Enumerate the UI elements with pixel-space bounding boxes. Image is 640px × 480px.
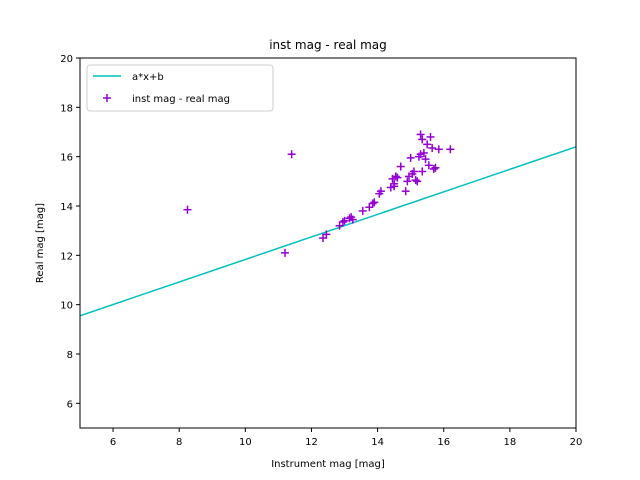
data-point [423,140,432,149]
data-point [446,145,455,154]
x-axis-label: Instrument mag [mag] [271,459,385,470]
data-point [391,172,400,181]
y-tick-label: 20 [60,54,73,65]
data-point [358,206,367,215]
data-point [287,150,296,159]
data-point [418,135,427,144]
legend: a*x+b inst mag - real mag [86,64,274,112]
x-tick-label: 8 [176,437,182,448]
data-point [411,176,420,185]
data-point [368,199,377,208]
x-tick-label: 6 [110,437,116,448]
data-point [418,167,427,176]
data-point [340,216,349,225]
data-point [370,198,379,207]
y-axis-ticks: 6 8 10 12 14 16 18 20 [60,54,80,410]
legend-plus-swatch [103,94,111,102]
data-point [419,148,428,157]
legend-entry-scatter: inst mag - real mag [132,94,230,105]
x-tick-label: 20 [570,437,583,448]
data-point [428,144,437,153]
legend-entry-fit-line: a*x+b [132,72,164,83]
y-tick-label: 18 [60,103,73,114]
y-axis-label: Real mag [mag] [35,203,46,283]
x-tick-label: 14 [371,437,384,448]
y-tick-label: 8 [67,350,73,361]
chart-marks [80,130,576,317]
data-point [434,145,443,154]
data-point [421,155,430,164]
x-tick-label: 10 [239,437,252,448]
data-point [183,205,192,214]
data-point [401,187,410,196]
y-tick-label: 16 [60,153,73,164]
plot-area [80,58,576,428]
data-point [429,165,438,173]
data-point [426,132,435,141]
x-tick-label: 12 [305,437,318,448]
data-point [409,167,418,176]
data-point [348,215,357,224]
x-tick-label: 18 [503,437,516,448]
data-point [431,163,440,172]
data-point [322,230,331,239]
data-point [376,187,385,196]
data-point [390,182,399,191]
data-point [338,218,347,227]
y-tick-label: 10 [60,301,73,312]
x-tick-label: 16 [437,437,450,448]
x-axis-ticks: 6 8 10 12 14 16 18 20 [110,428,582,448]
data-point [281,248,290,257]
data-point [403,177,412,186]
data-point [406,153,415,162]
legend-box [86,64,274,112]
y-tick-label: 14 [60,202,73,213]
data-point [393,173,402,182]
data-point [396,162,405,171]
data-point [424,161,433,170]
data-point [416,130,425,139]
data-point [413,177,422,186]
fit-line [80,146,576,317]
plot-frame [79,57,577,429]
y-tick-label: 6 [67,399,73,410]
chart-title: inst mag - real mag [269,38,387,52]
y-tick-label: 12 [60,251,73,262]
